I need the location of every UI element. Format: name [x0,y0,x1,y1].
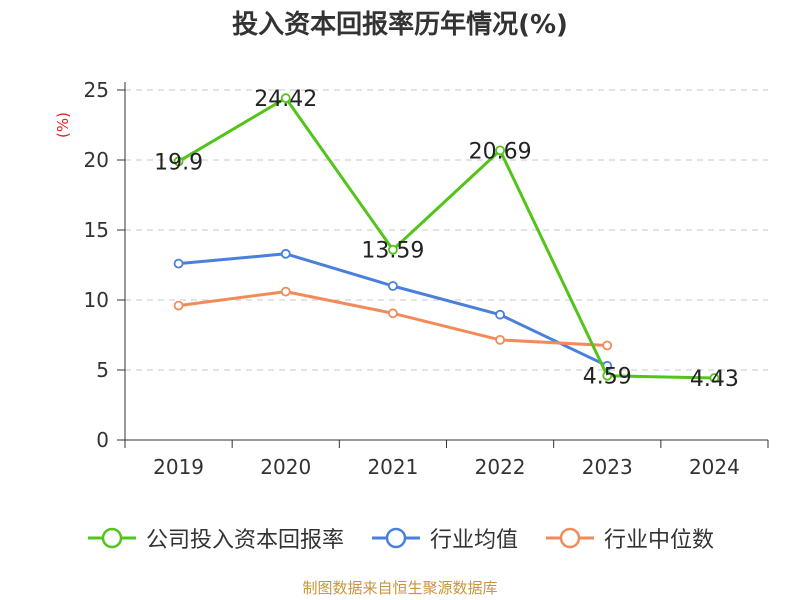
axis-layer: 0 5 10 15 20 25 (%) 2019 2020 2021 2022 2023 2024 [54,78,769,479]
data-point [602,370,613,381]
data-point [388,281,398,291]
data-point [173,258,184,269]
data-point [495,309,505,320]
y-tick-label: 15 [84,218,109,242]
data-point [173,156,184,167]
data-label: 20.69 [469,139,532,164]
data-point [388,308,398,319]
data-label: 19.9 [154,150,203,175]
y-axis-title: (%) [54,112,72,138]
data-point [280,248,291,259]
legend-item[interactable]: 行业均值 [370,522,518,554]
data-point [388,244,398,255]
data-label: 4.43 [690,367,739,392]
legend-item[interactable]: 公司投入资本回报率 [86,522,344,554]
data-point [280,93,291,104]
legend-marker-icon [87,527,136,549]
series-layer [173,93,720,383]
data-label: 13.59 [361,239,424,264]
x-tick-label: 2020 [260,455,311,479]
y-tick-label: 5 [96,358,109,382]
y-tick-label: 10 [84,288,109,312]
data-point [173,300,184,311]
legend-item[interactable]: 行业中位数 [544,522,714,554]
data-point [495,334,505,345]
legend-label: 公司投入资本回报率 [145,528,344,553]
x-tick-label: 2019 [153,455,204,479]
data-point [280,286,291,297]
x-tick-label: 2022 [475,455,526,479]
legend-circle [385,527,407,549]
legend: 公司投入资本回报率 行业均值 行业中位数 [0,518,800,558]
x-tick-label: 2024 [689,455,740,479]
legend-marker-icon [546,527,594,549]
x-tick-label: 2023 [582,455,633,479]
data-point [495,145,505,156]
legend-circle [559,527,581,549]
chart-title: 投入资本回报率历年情况(%) [232,10,568,40]
data-point [709,373,720,383]
source-note: 制图数据来自恒生聚源数据库 [302,579,498,597]
legend-marker-icon [371,527,420,549]
y-tick-label: 20 [84,148,109,172]
data-label: 4.59 [583,365,632,390]
legend-label: 行业中位数 [604,528,715,553]
x-tick-label: 2021 [367,455,418,479]
legend-circle [101,527,123,549]
legend-label: 行业均值 [429,528,518,553]
y-tick-label: 25 [84,78,109,102]
y-tick-label: 0 [96,428,109,452]
series-line [177,96,715,380]
data-label-layer: 19.9 24.42 13.59 20.69 4.59 4.43 [154,87,739,392]
data-point [602,340,613,351]
data-label: 24.42 [254,87,317,112]
